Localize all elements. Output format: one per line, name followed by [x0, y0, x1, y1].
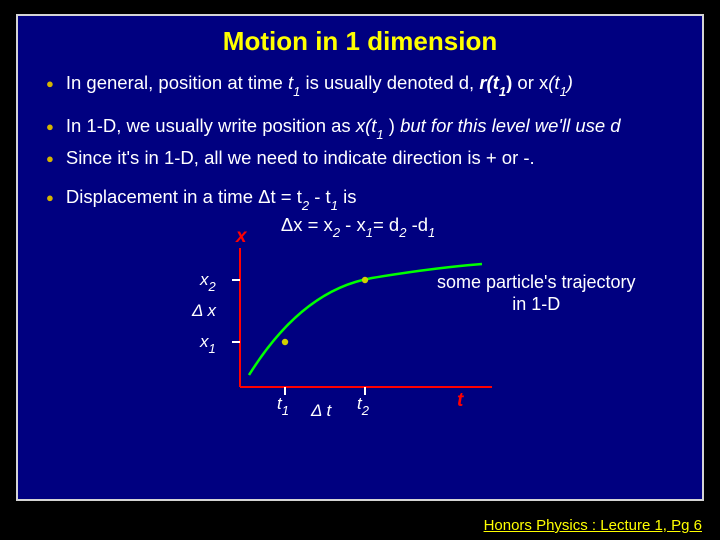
text: - x: [340, 214, 366, 235]
delta-x-label: Δ x: [192, 301, 216, 321]
formula-dt: Δt = t: [258, 186, 302, 207]
slide: Motion in 1 dimension ● In general, posi…: [16, 14, 704, 501]
y-axis-label: x: [236, 226, 247, 248]
sub: 1: [560, 84, 567, 99]
bullet-2: ● In 1-D, we usually write position as x…: [42, 114, 678, 141]
bullet-2-text: In 1-D, we usually write position as x(t…: [66, 114, 678, 141]
bullet-1: ● In general, position at time t1 is usu…: [42, 71, 678, 98]
x-tick-label-t2: t2: [357, 394, 369, 416]
sub: 1: [428, 225, 435, 240]
text: is usually denoted d,: [300, 72, 479, 93]
text: is: [338, 186, 357, 207]
sub: 1: [499, 84, 506, 99]
text: Displacement in a time: [66, 186, 258, 207]
bullet-3: ● Since it's in 1-D, all we need to indi…: [42, 146, 678, 170]
bullet-4: ● Displacement in a time Δt = t2 - t1 is…: [42, 185, 678, 240]
bullet-icon: ●: [46, 119, 54, 136]
sub: 1: [331, 198, 338, 213]
text: = d: [373, 214, 399, 235]
bullet-icon: ●: [46, 151, 54, 168]
var-r: r(t: [479, 72, 499, 93]
sub: 2: [302, 198, 309, 213]
spacer: [42, 173, 678, 185]
text: ): [567, 72, 573, 93]
text: In 1-D, we usually write position as: [66, 115, 356, 136]
spacer: [42, 102, 678, 114]
x-tick-label-t1: t1: [277, 394, 289, 416]
sub: 1: [293, 84, 300, 99]
text: ): [384, 115, 395, 136]
slide-title: Motion in 1 dimension: [42, 26, 678, 57]
sub: 2: [399, 225, 406, 240]
bullet-1-text: In general, position at time t1 is usual…: [66, 71, 678, 98]
sub: 2: [333, 225, 340, 240]
bullet-3-text: Since it's in 1-D, all we need to indica…: [66, 146, 678, 170]
trajectory-chart: x t x2 Δ x x1 t1 t2 Δ t some particle's …: [42, 242, 682, 420]
text: or x: [512, 72, 548, 93]
x-axis-label: t: [457, 390, 463, 412]
delta-t-label: Δ t: [311, 401, 331, 421]
trajectory-label: some particle's trajectory in 1-D: [437, 272, 636, 315]
sub: 1: [376, 127, 383, 142]
footer-text: Honors Physics : Lecture 1, Pg 6: [484, 517, 702, 534]
bullet-icon: ●: [46, 76, 54, 93]
text-italic: but for this level we'll use d: [395, 115, 621, 136]
text: some particle's trajectory: [437, 272, 636, 292]
bullet-icon: ●: [46, 190, 54, 207]
sub: 1: [366, 225, 373, 240]
bullet-4-text: Displacement in a time Δt = t2 - t1 is Δ…: [66, 185, 678, 240]
y-tick-label-x1: x1: [200, 332, 216, 354]
y-tick-label-x2: x2: [200, 270, 216, 292]
var-xt: x(t: [356, 115, 377, 136]
text: - t: [309, 186, 331, 207]
text: -d: [406, 214, 428, 235]
text: in 1-D: [512, 294, 560, 314]
formula-dx: Δx = x: [281, 214, 333, 235]
var-xt: (t: [548, 72, 559, 93]
text: In general, position at time: [66, 72, 288, 93]
